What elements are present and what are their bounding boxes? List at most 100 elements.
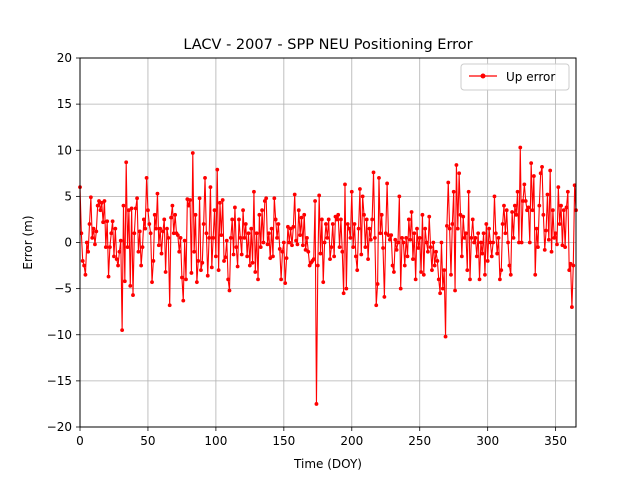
- data-point: [538, 171, 543, 176]
- data-point: [383, 231, 388, 236]
- data-point: [197, 196, 202, 201]
- data-point: [481, 231, 486, 236]
- data-point: [542, 247, 547, 252]
- y-tick-label: 20: [57, 51, 72, 65]
- x-axis-ticks: 0 50 100 150 200 250 300 350: [76, 427, 567, 448]
- data-point: [339, 217, 343, 222]
- data-point: [299, 215, 304, 220]
- data-point: [430, 268, 434, 273]
- data-point: [305, 235, 309, 240]
- data-point: [205, 273, 210, 278]
- data-point: [171, 231, 176, 236]
- data-point: [231, 252, 236, 257]
- data-point: [112, 254, 116, 259]
- data-point: [502, 203, 506, 208]
- data-point: [518, 145, 523, 150]
- data-point: [294, 238, 298, 243]
- data-point: [534, 226, 539, 231]
- data-point: [150, 280, 154, 285]
- data-point: [190, 151, 195, 155]
- data-point: [334, 217, 339, 222]
- data-point: [493, 231, 498, 236]
- data-point: [561, 208, 566, 213]
- data-point: [343, 182, 347, 187]
- data-point: [137, 229, 142, 234]
- data-point: [465, 268, 470, 273]
- data-point: [279, 277, 284, 282]
- data-point: [453, 288, 457, 293]
- data-point: [250, 260, 255, 265]
- data-point: [472, 240, 476, 245]
- data-point: [105, 219, 110, 224]
- data-point: [325, 235, 330, 240]
- data-point: [435, 259, 440, 263]
- data-point: [345, 222, 350, 226]
- data-point: [420, 212, 425, 217]
- data-point: [254, 231, 259, 236]
- data-point: [552, 235, 557, 240]
- data-point: [133, 206, 138, 211]
- data-point: [408, 237, 413, 242]
- data-point: [375, 282, 380, 286]
- data-point: [276, 222, 281, 226]
- data-point: [387, 237, 392, 242]
- data-point: [371, 170, 376, 175]
- data-point: [328, 257, 332, 262]
- data-point: [551, 208, 555, 213]
- data-point: [147, 222, 152, 226]
- data-point: [227, 288, 232, 293]
- x-tick-label: 200: [340, 434, 363, 448]
- data-point: [239, 252, 244, 257]
- data-point: [319, 217, 324, 222]
- data-point: [487, 226, 491, 231]
- data-point: [329, 245, 334, 250]
- data-point: [349, 189, 354, 194]
- data-point: [136, 249, 141, 254]
- data-point: [379, 212, 384, 217]
- data-point: [341, 291, 346, 296]
- data-point: [204, 231, 209, 236]
- data-point: [381, 246, 385, 250]
- data-point: [233, 205, 237, 210]
- data-point: [466, 189, 471, 194]
- data-point: [458, 212, 463, 217]
- data-point: [90, 235, 95, 240]
- data-point: [207, 235, 212, 240]
- data-point: [82, 263, 86, 268]
- data-point: [425, 249, 430, 254]
- data-point: [545, 192, 550, 197]
- data-point: [152, 212, 157, 217]
- data-point: [98, 208, 103, 213]
- data-point: [400, 235, 404, 240]
- data-point: [139, 263, 144, 268]
- data-point: [156, 243, 161, 248]
- data-point: [249, 226, 254, 231]
- data-point: [114, 257, 119, 262]
- data-point: [245, 254, 250, 259]
- data-point: [495, 251, 500, 256]
- data-point: [507, 263, 512, 268]
- data-point: [203, 176, 207, 180]
- data-point: [132, 231, 137, 236]
- data-point: [241, 208, 245, 213]
- data-point: [324, 222, 328, 226]
- data-point: [155, 191, 160, 196]
- data-point: [196, 259, 201, 263]
- data-point: [374, 303, 379, 308]
- data-point: [337, 245, 342, 250]
- data-point: [370, 217, 375, 222]
- data-point: [531, 174, 536, 178]
- data-point: [419, 270, 423, 274]
- data-point: [286, 224, 290, 229]
- data-point: [385, 181, 390, 186]
- data-point: [406, 217, 411, 222]
- data-point: [189, 271, 194, 275]
- data-point: [514, 212, 519, 217]
- data-point: [393, 237, 398, 242]
- data-point: [213, 254, 218, 259]
- data-point: [455, 226, 460, 231]
- legend: Up error: [460, 63, 570, 91]
- data-point: [557, 222, 562, 226]
- data-point: [454, 163, 459, 167]
